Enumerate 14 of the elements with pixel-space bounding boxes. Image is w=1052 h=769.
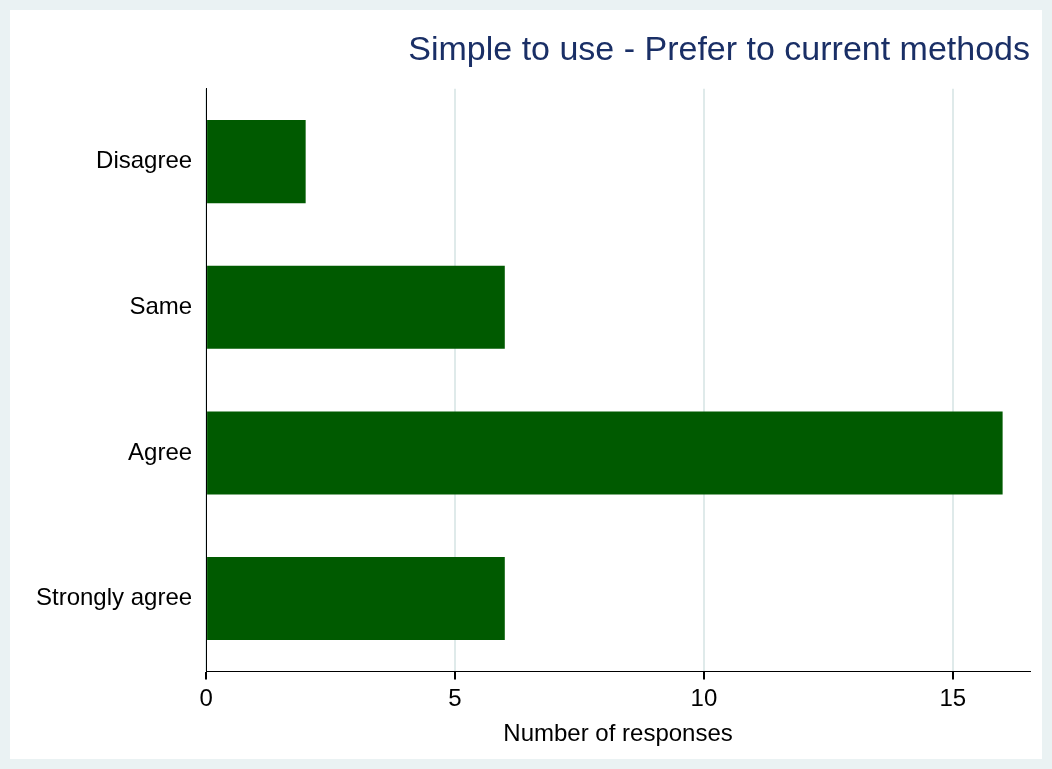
bar — [207, 265, 505, 349]
bar — [207, 411, 1003, 495]
y-tick-label: Same — [129, 291, 193, 319]
x-axis-title: Number of responses — [503, 719, 733, 747]
chart-title: Simple to use - Prefer to current methods — [408, 28, 1030, 67]
y-tick-label: Strongly agree — [36, 583, 193, 611]
bar — [207, 557, 505, 641]
x-tick-label: 15 — [939, 684, 967, 712]
x-tick-label: 10 — [690, 684, 718, 712]
bar — [207, 120, 306, 204]
x-tick-label: 5 — [448, 684, 462, 712]
x-tick-label: 0 — [199, 684, 213, 712]
y-tick-label: Disagree — [96, 146, 193, 174]
y-tick-label: Agree — [128, 437, 193, 465]
